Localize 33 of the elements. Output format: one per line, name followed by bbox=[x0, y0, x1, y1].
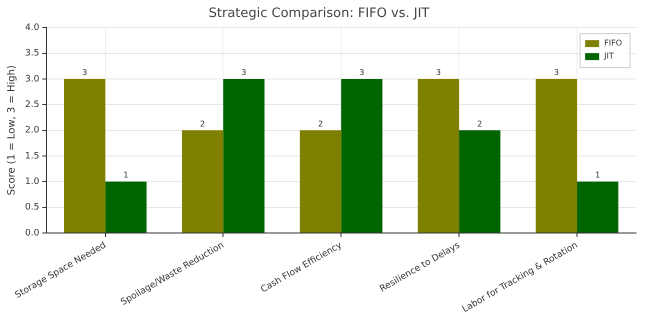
data-label: 3 bbox=[241, 68, 246, 78]
bar bbox=[536, 78, 578, 232]
data-label: 1 bbox=[123, 170, 128, 180]
y-tick-label: 3.5 bbox=[24, 48, 40, 59]
y-tick-label: 4.0 bbox=[24, 22, 40, 33]
bar bbox=[64, 78, 106, 232]
bar bbox=[418, 78, 460, 232]
chart-title: Strategic Comparison: FIFO vs. JIT bbox=[208, 6, 430, 22]
data-label: 3 bbox=[436, 68, 441, 78]
y-tick-label: 2.5 bbox=[24, 100, 40, 110]
y-tick-label: 0.0 bbox=[24, 228, 40, 238]
y-tick-label: 3.0 bbox=[24, 74, 40, 84]
data-label: 2 bbox=[318, 119, 324, 128]
data-label: 3 bbox=[82, 68, 88, 78]
bar bbox=[577, 182, 618, 232]
y-tick-label: 1.5 bbox=[24, 151, 40, 162]
y-tick-label: 0.5 bbox=[24, 202, 40, 213]
bar bbox=[341, 78, 382, 232]
bar bbox=[223, 78, 264, 232]
bar bbox=[105, 182, 147, 232]
y-tick-label: 1.0 bbox=[24, 176, 40, 187]
legend-label: JIT bbox=[603, 52, 614, 61]
data-label: 2 bbox=[477, 119, 482, 128]
data-label: 2 bbox=[200, 119, 206, 128]
bar bbox=[300, 130, 342, 232]
data-label: 3 bbox=[359, 68, 364, 78]
data-label: 3 bbox=[554, 68, 559, 78]
legend-label: FIFO bbox=[604, 38, 622, 48]
y-tick-label: 2.0 bbox=[24, 126, 40, 136]
data-label: 1 bbox=[595, 170, 600, 180]
bar bbox=[459, 130, 500, 232]
y-axis-title: Score (1 = Low, 3 = High) bbox=[6, 65, 18, 196]
bar bbox=[182, 130, 224, 232]
